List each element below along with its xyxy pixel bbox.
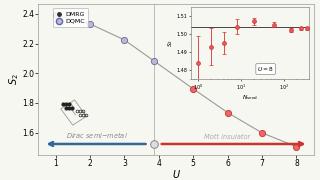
Legend: DMRG, DQMC: DMRG, DQMC — [52, 8, 88, 27]
Text: Dirac semi$-$metal: Dirac semi$-$metal — [66, 130, 128, 140]
Text: Mott insulator: Mott insulator — [204, 134, 251, 140]
X-axis label: $U$: $U$ — [172, 168, 180, 180]
Y-axis label: $S_2$: $S_2$ — [7, 73, 21, 85]
